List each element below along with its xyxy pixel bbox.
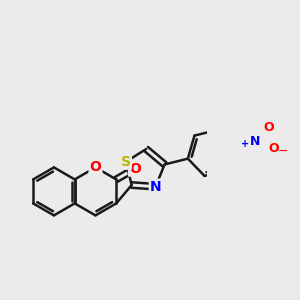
Text: O: O <box>263 121 274 134</box>
Text: S: S <box>121 155 131 169</box>
Text: −: − <box>278 145 289 158</box>
Text: O: O <box>268 142 279 154</box>
Text: N: N <box>250 135 260 148</box>
Text: O: O <box>89 160 101 174</box>
Text: N: N <box>150 180 161 194</box>
Text: O: O <box>129 162 141 176</box>
Text: +: + <box>241 140 249 149</box>
